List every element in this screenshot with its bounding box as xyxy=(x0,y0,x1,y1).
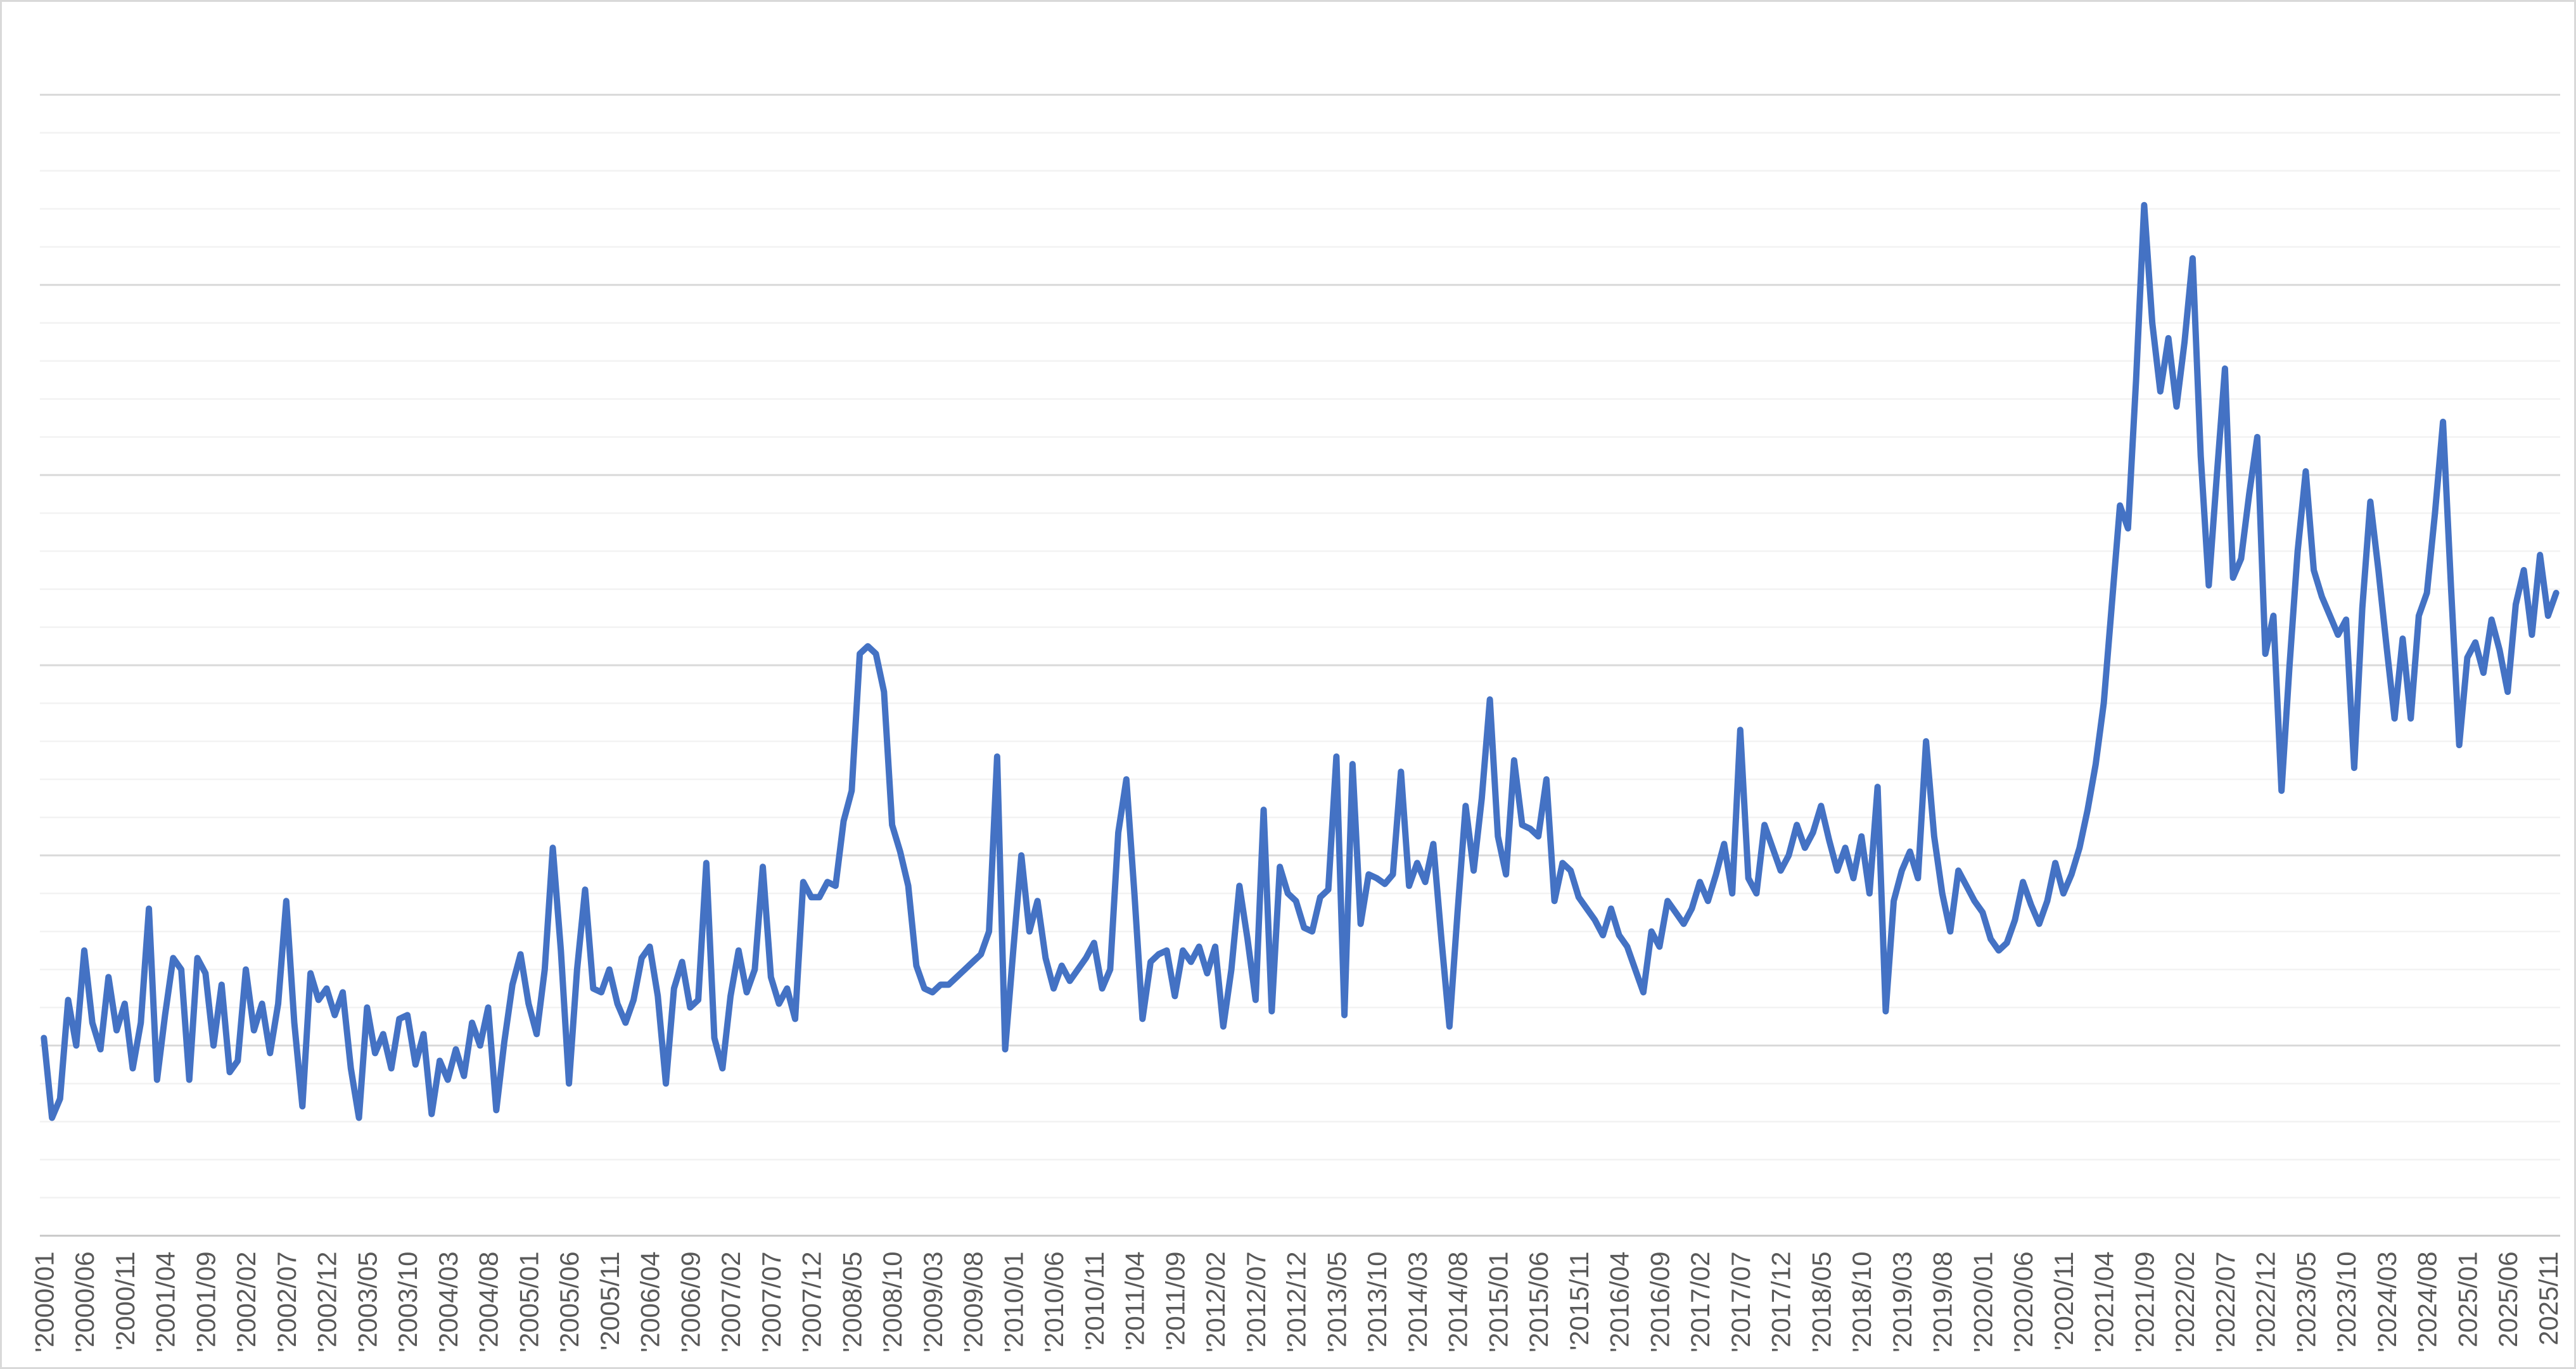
x-tick-label: '2007/12 xyxy=(797,1252,827,1353)
x-tick-label: '2012/07 xyxy=(1241,1252,1271,1353)
x-tick-label: '2001/04 xyxy=(150,1252,180,1353)
x-tick-label: '2022/02 xyxy=(2170,1252,2200,1353)
x-tick-label: '2013/10 xyxy=(1362,1252,1392,1353)
x-tick-label: '2014/08 xyxy=(1443,1252,1473,1353)
x-tick-label: '2024/08 xyxy=(2413,1252,2442,1353)
x-tick-label: '2010/01 xyxy=(998,1252,1028,1353)
x-tick-label: '2005/01 xyxy=(514,1252,544,1353)
x-tick-label: '2008/05 xyxy=(837,1252,867,1353)
x-tick-label: '2012/12 xyxy=(1282,1252,1311,1353)
x-tick-label: '2015/11 xyxy=(1564,1252,1594,1351)
x-tick-label: '2001/09 xyxy=(191,1252,220,1353)
x-tick-label: '2008/10 xyxy=(877,1252,907,1353)
x-tick-label: '2023/05 xyxy=(2291,1252,2321,1353)
x-tick-label: '2021/09 xyxy=(2129,1252,2159,1353)
x-tick-label: '2019/08 xyxy=(1928,1252,1958,1353)
x-tick-label: '2005/11 xyxy=(595,1252,625,1351)
x-tick-label: '2004/03 xyxy=(433,1252,463,1353)
x-tick-label: '2018/05 xyxy=(1806,1252,1836,1353)
x-tick-label: '2000/01 xyxy=(29,1252,59,1353)
minor-gridlines xyxy=(39,132,2561,1199)
x-tick-label: '2022/12 xyxy=(2251,1252,2281,1353)
x-tick-label: '2016/04 xyxy=(1605,1252,1635,1353)
x-tick-label: '2017/12 xyxy=(1766,1252,1796,1353)
x-tick-label: 2025/06 xyxy=(2493,1252,2523,1347)
x-tick-label: '2014/03 xyxy=(1403,1252,1432,1353)
x-tick-label: '2007/07 xyxy=(756,1252,786,1353)
x-tick-label: '2010/11 xyxy=(1080,1252,1109,1351)
x-tick-label: '2017/02 xyxy=(1685,1252,1715,1353)
x-tick-label: '2012/02 xyxy=(1201,1252,1230,1353)
x-tick-label: '2003/05 xyxy=(352,1252,382,1353)
x-tick-label: '2002/07 xyxy=(272,1252,302,1353)
x-tick-label: '2015/06 xyxy=(1524,1252,1553,1353)
x-tick-label: '2002/12 xyxy=(312,1252,342,1353)
x-tick-label: '2007/02 xyxy=(716,1252,746,1353)
x-tick-label: '2021/04 xyxy=(2089,1252,2119,1353)
x-tick-label: '2020/06 xyxy=(2008,1252,2038,1353)
x-tick-label: '2019/03 xyxy=(1887,1252,1917,1353)
major-gridlines xyxy=(39,94,2561,1047)
x-tick-label: '2006/09 xyxy=(675,1252,705,1353)
x-tick-label: '2017/07 xyxy=(1726,1252,1756,1353)
x-tick-label: '2011/04 xyxy=(1120,1252,1150,1351)
x-tick-label: 2025/01 xyxy=(2452,1252,2482,1347)
x-axis-tick-labels: '2000/01 '2000/06 '2000/11 '2001/04 '2001/09… xyxy=(29,1252,2563,1353)
x-tick-label: '2006/04 xyxy=(635,1252,665,1353)
x-tick-label: '2004/08 xyxy=(474,1252,504,1353)
series-line xyxy=(41,201,2560,1121)
x-tick-label: '2015/01 xyxy=(1483,1252,1513,1353)
x-tick-label: '2003/10 xyxy=(393,1252,423,1353)
x-tick-label: '2024/03 xyxy=(2372,1252,2402,1353)
x-tick-label: 2025/11 xyxy=(2534,1252,2563,1346)
x-tick-label: '2005/06 xyxy=(554,1252,584,1353)
x-tick-label: '2018/10 xyxy=(1847,1252,1877,1353)
x-tick-label: '2010/06 xyxy=(1039,1252,1069,1353)
x-tick-label: '2002/02 xyxy=(231,1252,261,1353)
x-tick-label: '2000/11 xyxy=(110,1252,140,1351)
x-tick-label: '2020/11 xyxy=(2049,1252,2079,1351)
x-tick-label: '2000/06 xyxy=(70,1252,99,1353)
x-tick-label: '2022/07 xyxy=(2210,1252,2240,1353)
x-tick-label: '2009/03 xyxy=(918,1252,948,1353)
x-tick-label: '2016/09 xyxy=(1645,1252,1674,1353)
x-tick-label: '2013/05 xyxy=(1322,1252,1351,1353)
x-tick-label: '2011/09 xyxy=(1160,1252,1190,1351)
x-tick-label: '2023/10 xyxy=(2331,1252,2361,1353)
x-tick-label: '2020/01 xyxy=(1968,1252,1998,1353)
x-tick-label: '2009/08 xyxy=(959,1252,988,1353)
